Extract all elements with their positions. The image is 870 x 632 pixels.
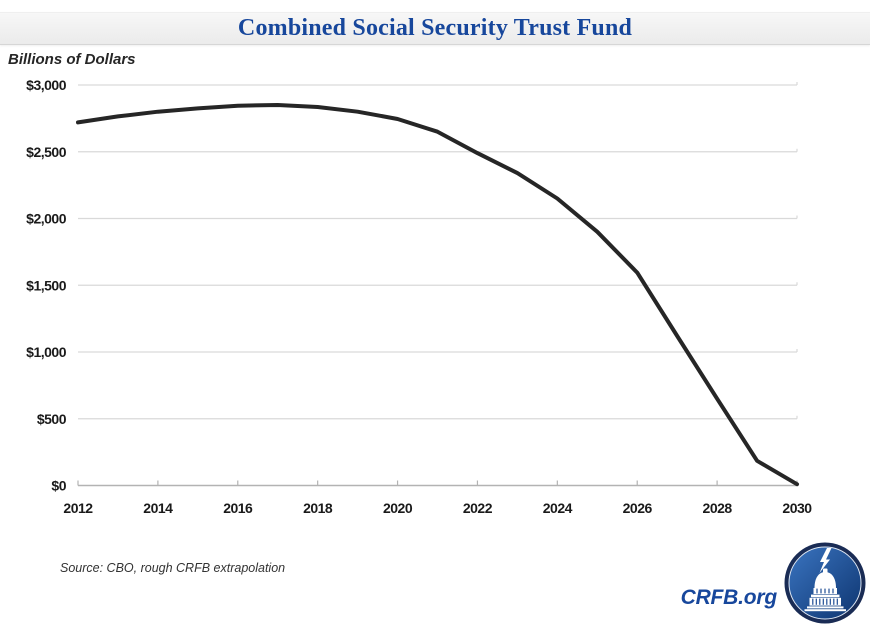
x-tick-label: 2018	[303, 500, 333, 516]
crfb-org-wordmark: CRFB.org	[680, 586, 778, 609]
y-tick-label: $0	[51, 478, 66, 494]
lightning-bolt-icon	[819, 548, 832, 573]
y-tick-label: $2,500	[26, 144, 67, 160]
source-note: Source: CBO, rough CRFB extrapolation	[60, 561, 286, 575]
x-tick-label: 2012	[63, 500, 93, 516]
title-banner: Combined Social Security Trust Fund	[0, 12, 870, 45]
y-tick-label: $500	[37, 411, 67, 427]
chart-title: Combined Social Security Trust Fund	[237, 15, 633, 41]
x-tick-label: 2030	[782, 500, 812, 516]
trust-fund-balance-line	[76, 103, 799, 487]
axes-group	[77, 480, 798, 487]
x-tick-label: 2026	[623, 500, 653, 516]
capitol-columns	[812, 588, 838, 605]
y-tick-label: $3,000	[26, 77, 67, 93]
trend-line-group	[76, 103, 799, 487]
x-tick-label: 2020	[383, 500, 413, 516]
y-axis-tick-labels: $0 $500 $1,000 $1,500 $2,000 $2,500 $3,000	[26, 77, 67, 494]
x-tick-label: 2024	[543, 500, 573, 516]
y-tick-label: $2,000	[26, 211, 67, 227]
gridlines-group	[78, 82, 798, 420]
y-tick-label: $1,000	[26, 344, 67, 360]
x-tick-label: 2016	[223, 500, 253, 516]
x-tick-label: 2028	[703, 500, 733, 516]
x-tick-label: 2022	[463, 500, 493, 516]
y-axis-title: Billions of Dollars	[8, 51, 136, 68]
y-tick-label: $1,500	[26, 277, 67, 293]
x-axis-tick-labels: 2012 2014 2016 2018 2020 2022 2024 2026 2028 2030	[63, 500, 812, 516]
crfb-logo	[783, 541, 867, 625]
x-tick-label: 2014	[143, 500, 173, 516]
